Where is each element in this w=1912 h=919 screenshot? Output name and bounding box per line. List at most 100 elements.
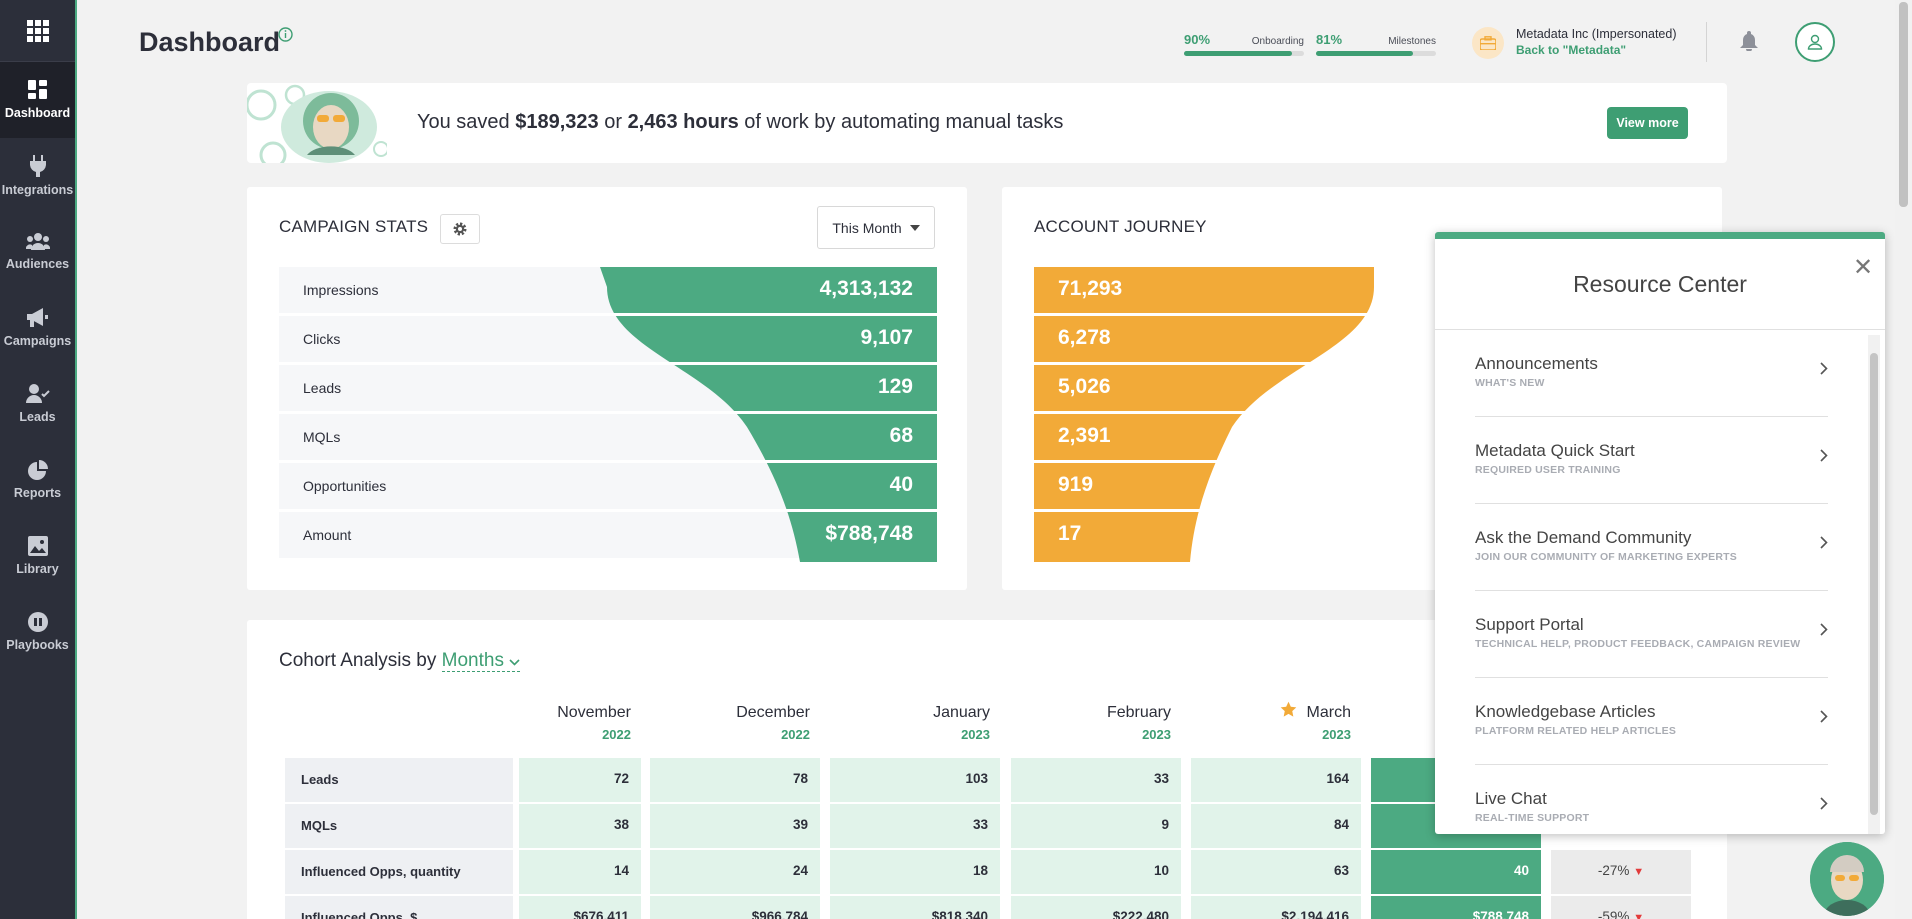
savings-text: You saved $189,323 or 2,463 hours of wor… (417, 111, 1063, 134)
people-icon (25, 233, 50, 250)
onboarding-progress[interactable]: 90% Onboarding (1184, 32, 1304, 56)
resource-item-subtitle: REQUIRED USER TRAINING (1475, 464, 1621, 476)
sidebar-item-label: Dashboard (4, 106, 71, 120)
account-journey-row: 919 (1034, 463, 1374, 509)
cohort-current-cell: 40 (1371, 850, 1541, 894)
cohort-year: 2023 (1142, 727, 1171, 742)
account-journey-value: 17 (1058, 522, 1082, 545)
sidebar-item-audiences[interactable]: Audiences (0, 214, 75, 290)
info-icon[interactable] (278, 27, 293, 42)
cohort-month: November (557, 704, 631, 721)
cohort-month: December (736, 704, 810, 721)
resource-center-item[interactable]: Knowledgebase Articles PLATFORM RELATED H… (1475, 678, 1828, 765)
resource-center-scrollbar[interactable] (1868, 335, 1880, 834)
cohort-cell: 14 (519, 850, 641, 894)
resource-center-panel: ✕ Resource Center Announcements WHAT'S NE… (1435, 232, 1885, 834)
resource-item-title: Ask the Demand Community (1475, 528, 1692, 547)
resource-center-item[interactable]: Announcements WHAT'S NEW (1475, 330, 1828, 417)
sidebar-item-campaigns[interactable]: Campaigns (0, 290, 75, 366)
cohort-cell: $676,411 (519, 896, 641, 919)
bell-icon[interactable] (1740, 31, 1758, 51)
cohort-cell: 38 (519, 804, 641, 848)
cohort-month: March (1306, 704, 1351, 721)
sidebar-item-label: Leads (19, 410, 56, 424)
campaign-stat-label: MQLs (303, 429, 341, 445)
funnel-row-gap (587, 460, 937, 463)
milestones-progress[interactable]: 81% Milestones (1316, 32, 1436, 56)
resource-center-item[interactable]: Support Portal TECHNICAL HELP, PRODUCT FE… (1475, 591, 1828, 678)
chevron-right-icon (1820, 710, 1828, 723)
cohort-cell: 72 (519, 758, 641, 802)
cohort-cell: 84 (1191, 804, 1361, 848)
funnel-row-gap (1034, 362, 1384, 365)
account-journey-row: 6,278 (1034, 316, 1374, 362)
sidebar-item-playbooks[interactable]: Playbooks (0, 594, 75, 670)
user-icon (1807, 34, 1823, 50)
milestones-bar (1316, 51, 1436, 56)
app-grid-button[interactable] (0, 0, 75, 62)
chevron-right-icon (1820, 449, 1828, 462)
briefcase-icon (1480, 36, 1496, 50)
sidebar-item-label: Campaigns (3, 334, 72, 348)
chevron-down-icon (509, 659, 520, 666)
page-scrollbar[interactable] (1895, 0, 1912, 919)
sidebar-item-library[interactable]: Library (0, 518, 75, 594)
resource-item-subtitle: WHAT'S NEW (1475, 377, 1545, 389)
org-name: Metadata Inc (Impersonated) (1516, 27, 1677, 41)
campaign-stat-label: Opportunities (303, 478, 387, 494)
close-icon[interactable]: ✕ (1853, 254, 1874, 281)
sidebar-item-dashboard[interactable]: Dashboard (0, 62, 75, 138)
cohort-column-header: March 2023 (1183, 704, 1351, 742)
sidebar-item-integrations[interactable]: Integrations (0, 138, 75, 214)
cohort-row-label: Leads (285, 758, 513, 802)
resource-item-title: Support Portal (1475, 615, 1584, 634)
campaign-stat-value: 9,107 (860, 326, 913, 349)
page-scroll-thumb[interactable] (1899, 2, 1908, 207)
savings-hours: 2,463 hours (627, 111, 739, 133)
resource-center-item[interactable]: Metadata Quick Start REQUIRED USER TRAINI… (1475, 417, 1828, 504)
user-avatar-button[interactable] (1795, 22, 1835, 62)
resource-item-title: Live Chat (1475, 789, 1547, 808)
view-more-button[interactable]: View more (1607, 107, 1688, 139)
period-dropdown[interactable]: This Month (817, 206, 935, 249)
campaign-stats-title: CAMPAIGN STATS (279, 217, 429, 236)
cohort-cell: 164 (1191, 758, 1361, 802)
sidebar: Dashboard Integrations Audiences Campaig… (0, 0, 77, 919)
resource-item-title: Knowledgebase Articles (1475, 702, 1656, 721)
cohort-column-header: February 2023 (1003, 704, 1171, 742)
cohort-cell: 33 (1011, 758, 1181, 802)
cohort-cell: $966,784 (650, 896, 820, 919)
resource-center-scroll-thumb[interactable] (1870, 353, 1878, 815)
resource-item-subtitle: JOIN OUR COMMUNITY OF MARKETING EXPERTS (1475, 551, 1737, 563)
resource-center-title: Resource Center (1573, 271, 1747, 297)
org-icon (1472, 27, 1504, 59)
campaign-stats-card: CAMPAIGN STATS This Month Impressions 4,3… (247, 187, 967, 590)
account-journey-value: 71,293 (1058, 277, 1123, 300)
milestones-bar-fill (1316, 51, 1414, 56)
period-dropdown-value: This Month (832, 219, 902, 236)
sidebar-item-reports[interactable]: Reports (0, 442, 75, 518)
cohort-unit-selector[interactable]: Months (441, 650, 521, 672)
account-journey-value: 919 (1058, 473, 1094, 496)
back-to-org-link[interactable]: Back to "Metadata" (1516, 43, 1627, 57)
cohort-change-cell: -59% ▼ (1551, 896, 1691, 919)
campaign-settings-button[interactable] (440, 214, 480, 244)
cohort-cell: 103 (830, 758, 1000, 802)
funnel-row-gap (1034, 460, 1384, 463)
assistant-avatar-button[interactable] (1810, 842, 1884, 916)
campaign-stat-value: 129 (877, 375, 913, 398)
account-journey-row: 2,391 (1034, 414, 1374, 460)
campaign-funnel-chart (587, 267, 937, 562)
cohort-cell: $222,480 (1011, 896, 1181, 919)
sidebar-item-label: Audiences (5, 257, 70, 271)
funnel-row-gap (587, 313, 937, 316)
milestones-percent: 81% (1316, 32, 1343, 47)
trend-down-icon: ▼ (1633, 866, 1645, 878)
account-journey-value: 5,026 (1058, 375, 1111, 398)
resource-center-item[interactable]: Live Chat REAL-TIME SUPPORT (1475, 765, 1828, 834)
resource-center-item[interactable]: Ask the Demand Community JOIN OUR COMMUNI… (1475, 504, 1828, 591)
cohort-current-cell: $788,748 (1371, 896, 1541, 919)
sidebar-item-leads[interactable]: Leads (0, 366, 75, 442)
funnel-row-gap (587, 362, 937, 365)
cohort-cell: $2,194,416 (1191, 896, 1361, 919)
